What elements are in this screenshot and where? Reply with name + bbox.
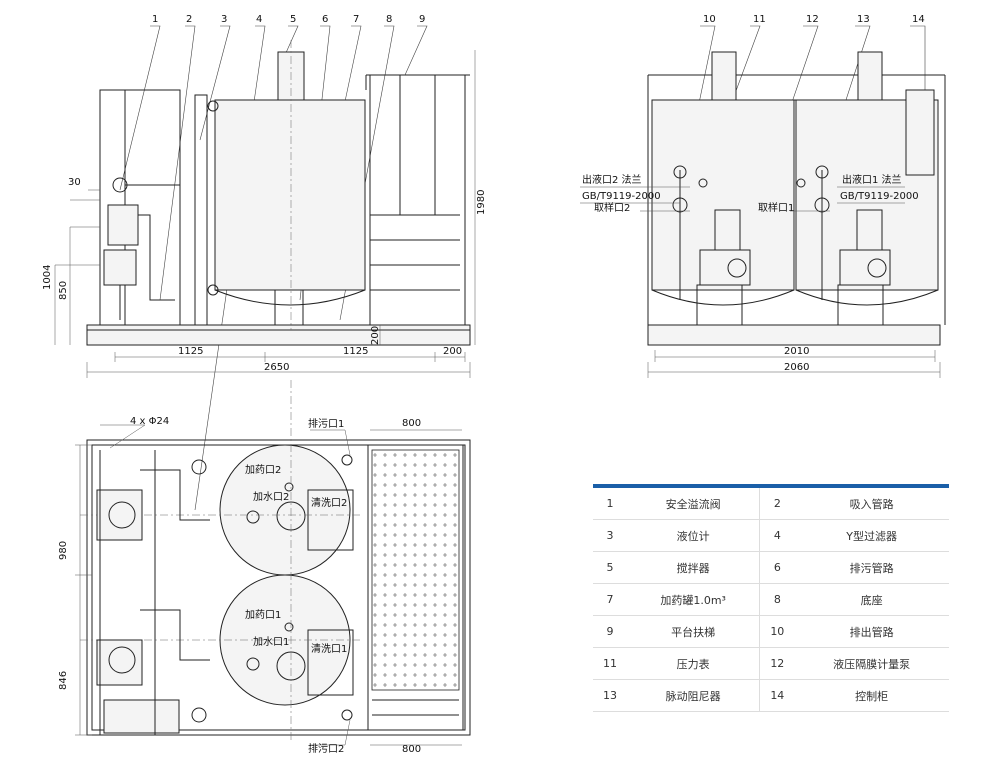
callout-1: 1 — [152, 14, 158, 25]
legend-row: 11 压力表 12 液压隔膜计量泵 — [593, 647, 949, 680]
legend-number: 2 — [759, 486, 795, 520]
legend-row: 13 脉动阻尼器 14 控制柜 — [593, 679, 949, 712]
legend-part-name: 液位计 — [627, 519, 761, 552]
legend-number: 11 — [593, 647, 627, 680]
side-view: 出液口2 法兰 GB/T9119-2000 取样口2 出液口1 法兰 GB/T9… — [580, 51, 946, 378]
sample-port-2-label: 取样口2 — [594, 201, 630, 214]
legend-number: 13 — [593, 679, 627, 712]
legend-number: 14 — [759, 679, 795, 712]
dim-2650: 2650 — [264, 362, 289, 373]
legend-number: 1 — [593, 486, 627, 520]
cleaning-port-2-label: 清洗口2 — [311, 496, 347, 509]
legend-number: 5 — [593, 551, 627, 584]
dim-800-bottom: 800 — [402, 744, 421, 755]
callout-5: 5 — [290, 14, 296, 25]
legend-part-name: 安全溢流阀 — [627, 486, 761, 520]
callout-6: 6 — [322, 14, 328, 25]
outlet-1-standard-label: GB/T9119-2000 — [840, 191, 919, 202]
legend-part-name: 吸入管路 — [794, 486, 949, 520]
dim-1125-left: 1125 — [178, 346, 203, 357]
callout-11: 11 — [753, 14, 766, 25]
legend-part-name: Y型过滤器 — [794, 519, 949, 552]
dim-846: 846 — [58, 671, 69, 690]
water-port-2-label: 加水口2 — [253, 491, 289, 503]
callout-14: 14 — [912, 14, 925, 25]
legend-part-name: 排出管路 — [794, 615, 949, 648]
callout-12: 12 — [806, 14, 819, 25]
dosing-port-1-label: 加药口1 — [245, 609, 281, 621]
cleaning-port-1-label: 清洗口1 — [311, 642, 347, 655]
legend-part-name: 底座 — [794, 583, 949, 616]
callout-7: 7 — [353, 14, 359, 25]
pump-1 — [839, 249, 891, 286]
drain-port-2-label: 排污口2 — [308, 742, 344, 755]
legend-part-name: 加药罐1.0m³ — [627, 583, 761, 616]
legend-part-name: 平台扶梯 — [627, 615, 761, 648]
legend-number: 7 — [593, 583, 627, 616]
legend-part-name: 压力表 — [627, 647, 761, 680]
legend-part-name: 控制柜 — [794, 679, 949, 712]
legend-part-name: 排污管路 — [794, 551, 949, 584]
legend-row: 7 加药罐1.0m³ 8 底座 — [593, 583, 949, 616]
callout-4: 4 — [256, 14, 262, 25]
legend-row: 9 平台扶梯 10 排出管路 — [593, 615, 949, 648]
control-cabinet-front — [99, 89, 181, 326]
legend-number: 10 — [759, 615, 795, 648]
mounting-holes-label: 4 x Φ24 — [130, 416, 169, 427]
dim-200-horizontal: 200 — [443, 346, 462, 357]
dim-1125-right: 1125 — [343, 346, 368, 357]
parts-legend-table: 1 安全溢流阀 2 吸入管路 3 液位计 4 Y型过滤器 5 搅拌器 6 排污管路 7 加药罐1.0m³ 8… — [593, 484, 949, 712]
callout-numbers: 1 2 3 4 5 6 7 8 9 10 11 12 13 14 — [152, 14, 925, 25]
water-port-1-label: 加水口1 — [253, 636, 289, 648]
dim-980: 980 — [58, 541, 69, 560]
legend-number: 8 — [759, 583, 795, 616]
callout-10: 10 — [703, 14, 716, 25]
legend-number: 9 — [593, 615, 627, 648]
legend-number: 12 — [759, 647, 795, 680]
callout-8: 8 — [386, 14, 392, 25]
legend-number: 3 — [593, 519, 627, 552]
drain-port-1-label: 排污口1 — [308, 417, 344, 430]
legend-row: 1 安全溢流阀 2 吸入管路 — [593, 486, 949, 520]
outlet-2-standard-label: GB/T9119-2000 — [582, 191, 661, 202]
callout-2: 2 — [186, 14, 192, 25]
callout-13: 13 — [857, 14, 870, 25]
outlet-1-flange-label: 出液口1 法兰 — [842, 173, 902, 186]
dim-800-top: 800 — [402, 418, 421, 429]
legend-row: 5 搅拌器 6 排污管路 — [593, 551, 949, 584]
callout-9: 9 — [419, 14, 425, 25]
sample-port-1-label: 取样口1 — [758, 201, 794, 214]
dim-850: 850 — [58, 281, 69, 300]
front-view: 30 1004 850 1980 200 1125 1125 200 2650 — [42, 40, 487, 378]
legend-part-name: 搅拌器 — [627, 551, 761, 584]
tank-2-plan — [219, 444, 351, 576]
dim-2060: 2060 — [784, 362, 809, 373]
control-cabinet-side — [905, 89, 935, 176]
level-gauge — [194, 94, 208, 326]
pump-2 — [699, 249, 751, 286]
dim-200-vertical: 200 — [370, 326, 381, 345]
dim-30: 30 — [68, 177, 81, 188]
legend-row: 3 液位计 4 Y型过滤器 — [593, 519, 949, 552]
platform-grating — [367, 444, 464, 731]
dim-1004: 1004 — [42, 265, 53, 290]
plan-view: 4 x Φ24 排污口1 排污口2 800 800 980 846 加药口2 加… — [58, 380, 471, 755]
legend-number: 4 — [759, 519, 795, 552]
callout-3: 3 — [221, 14, 227, 25]
metering-pump-front — [103, 249, 137, 286]
dosing-port-2-label: 加药口2 — [245, 464, 281, 476]
dosing-tank-front — [214, 99, 366, 291]
platform-ladder — [369, 74, 466, 326]
dim-2010: 2010 — [784, 346, 809, 357]
legend-part-name: 液压隔膜计量泵 — [794, 647, 949, 680]
legend-number: 6 — [759, 551, 795, 584]
legend-part-name: 脉动阻尼器 — [627, 679, 761, 712]
dim-1980: 1980 — [476, 190, 487, 215]
outlet-2-flange-label: 出液口2 法兰 — [582, 173, 642, 186]
base-skid — [86, 324, 471, 346]
